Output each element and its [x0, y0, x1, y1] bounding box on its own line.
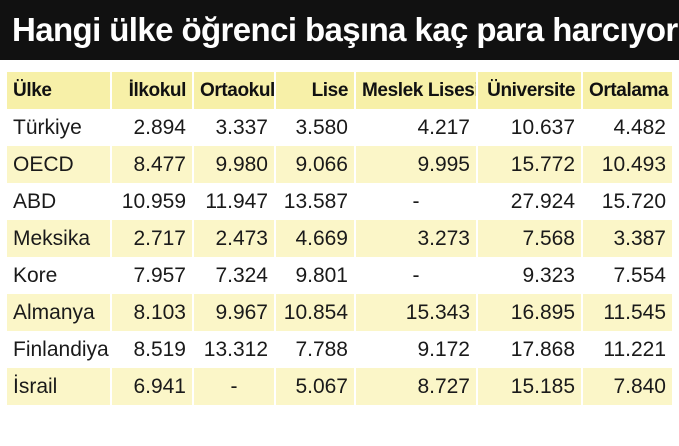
table-row: ABD 10.959 11.947 13.587-27.924 15.720 [7, 183, 672, 220]
table-row: Almanya 8.103 9.967 10.854 15.343 16.895 11.54… [7, 294, 672, 331]
cell-primary: 8.477 [110, 146, 193, 183]
header-university: Üniversite [476, 72, 582, 109]
table-row: İsrail 6.941-5.067 8.727 15.185 7.840 [7, 368, 672, 405]
cell-primary: 2.717 [110, 220, 193, 257]
cell-primary: 8.103 [110, 294, 193, 331]
header-average: Ortalama [581, 72, 672, 109]
table-row: Kore 7.957 7.324 9.801-9.323 7.554 [7, 257, 672, 294]
cell-primary: 2.894 [110, 109, 193, 146]
cell-middle: 13.312 [192, 331, 275, 368]
cell-high: 7.788 [274, 331, 355, 368]
cell-country: Kore [13, 263, 58, 287]
cell-country: Finlandiya [13, 337, 109, 361]
cell-high: 10.854 [274, 294, 355, 331]
table-row: Finlandiya 8.519 13.312 7.788 9.172 17.868 11.… [7, 331, 672, 368]
cell-average: 15.720 [581, 183, 672, 220]
cell-high: 5.067 [274, 368, 355, 405]
cell-vocational: 3.273 [354, 220, 477, 257]
cell-middle: 9.980 [192, 146, 275, 183]
cell-university: 7.568 [476, 220, 582, 257]
cell-university: 15.185 [476, 368, 582, 405]
table-row: Meksika 2.717 2.473 4.669 3.273 7.568 3.387 [7, 220, 672, 257]
cell-average: 11.221 [581, 331, 672, 368]
header-vocational: Meslek Lisesi [354, 72, 477, 109]
cell-primary: 10.959 [110, 183, 193, 220]
cell-primary: 8.519 [110, 331, 193, 368]
cell-university: 10.637 [476, 109, 582, 146]
cell-average: 7.554 [581, 257, 672, 294]
header-country: Ülke [13, 79, 52, 101]
cell-country: ABD [13, 189, 57, 213]
cell-vocational: 9.995 [354, 146, 477, 183]
cell-average: 4.482 [581, 109, 672, 146]
cell-university: 17.868 [476, 331, 582, 368]
cell-vocational: 9.172 [354, 331, 477, 368]
cell-vocational: - [354, 183, 477, 220]
cell-vocational: 8.727 [354, 368, 477, 405]
cell-average: 11.545 [581, 294, 672, 331]
cell-high: 13.587 [274, 183, 355, 220]
cell-country: Almanya [13, 300, 95, 324]
spending-table: Ülke İlkokul Ortaokul Lise Meslek Lisesi… [7, 72, 672, 405]
cell-average: 3.387 [581, 220, 672, 257]
cell-university: 27.924 [476, 183, 582, 220]
cell-high: 9.801 [274, 257, 355, 294]
cell-university: 16.895 [476, 294, 582, 331]
cell-vocational: 15.343 [354, 294, 477, 331]
cell-high: 9.066 [274, 146, 355, 183]
cell-country: Türkiye [13, 115, 82, 139]
header-high: Lise [274, 72, 355, 109]
table-row: OECD 8.477 9.980 9.066 9.995 15.772 10.493 [7, 146, 672, 183]
cell-country: OECD [13, 152, 74, 176]
header-row: Ülke İlkokul Ortaokul Lise Meslek Lisesi… [7, 72, 672, 109]
cell-middle: 11.947 [192, 183, 275, 220]
cell-middle: - [192, 368, 275, 405]
cell-vocational: - [354, 257, 477, 294]
cell-university: 9.323 [476, 257, 582, 294]
header-middle: Ortaokul [192, 72, 275, 109]
page-title: Hangi ülke öğrenci başına kaç para harcı… [0, 0, 679, 60]
cell-country: Meksika [13, 226, 91, 250]
cell-high: 3.580 [274, 109, 355, 146]
header-primary: İlkokul [110, 72, 193, 109]
cell-country: İsrail [13, 374, 58, 398]
cell-average: 7.840 [581, 368, 672, 405]
cell-average: 10.493 [581, 146, 672, 183]
cell-primary: 6.941 [110, 368, 193, 405]
cell-middle: 7.324 [192, 257, 275, 294]
cell-university: 15.772 [476, 146, 582, 183]
cell-middle: 9.967 [192, 294, 275, 331]
cell-middle: 3.337 [192, 109, 275, 146]
cell-vocational: 4.217 [354, 109, 477, 146]
cell-high: 4.669 [274, 220, 355, 257]
cell-middle: 2.473 [192, 220, 275, 257]
table-row: Türkiye 2.894 3.337 3.580 4.217 10.637 4.482 [7, 109, 672, 146]
cell-primary: 7.957 [110, 257, 193, 294]
